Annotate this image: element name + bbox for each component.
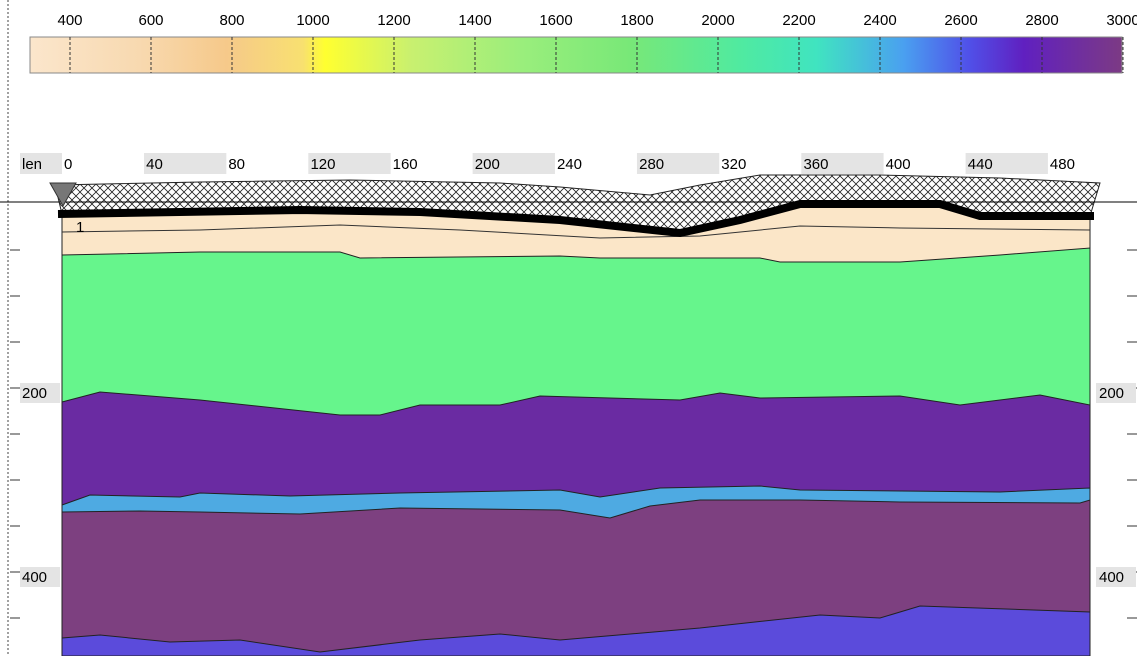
colorbar-tick-label: 800 bbox=[219, 12, 244, 29]
depth-tick-label: 400 bbox=[1099, 569, 1124, 586]
distance-tick-label: 80 bbox=[228, 156, 245, 173]
depth-tick-label: 200 bbox=[1099, 385, 1124, 402]
depth-tick-label: 200 bbox=[22, 385, 47, 402]
surface-line bbox=[57, 200, 1094, 238]
distance-tick-label: 400 bbox=[886, 156, 911, 173]
colorbar-tick-label: 2000 bbox=[701, 12, 734, 29]
distance-tick-label: 200 bbox=[475, 156, 500, 173]
layer-line bbox=[61, 224, 1091, 239]
colorbar-tick-label: 2800 bbox=[1025, 12, 1058, 29]
colorbar-tick-label: 1600 bbox=[539, 12, 572, 29]
depth-label-bg bbox=[20, 383, 60, 403]
distance-tick-label: 40 bbox=[146, 156, 163, 173]
colorbar-tick-label: 2400 bbox=[863, 12, 896, 29]
distance-tick-label: 480 bbox=[1050, 156, 1075, 173]
source-marker bbox=[49, 182, 77, 208]
ruler-segment bbox=[554, 153, 637, 174]
distance-tick-label: 280 bbox=[639, 156, 664, 173]
depth-tick-label: 400 bbox=[22, 569, 47, 586]
layer-label: 1 bbox=[76, 219, 84, 236]
ruler-segment bbox=[1047, 153, 1130, 174]
layers bbox=[54, 174, 1101, 657]
layer-violet bbox=[61, 605, 1091, 657]
distance-label: len bbox=[22, 156, 42, 173]
ruler-segment bbox=[390, 153, 473, 174]
colorbar-tick-label: 600 bbox=[138, 12, 163, 29]
colorbar-tick-label: 2200 bbox=[782, 12, 815, 29]
ruler-segment bbox=[62, 153, 144, 174]
distance-tick-label: 120 bbox=[310, 156, 335, 173]
distance-tick-label: 240 bbox=[557, 156, 582, 173]
ruler-segment bbox=[719, 153, 802, 174]
distance-tick-label: 440 bbox=[968, 156, 993, 173]
depth-label-bg bbox=[20, 567, 60, 587]
distance-tick-label: 320 bbox=[721, 156, 746, 173]
ruler-segment bbox=[883, 153, 966, 174]
distance-tick-label: 160 bbox=[393, 156, 418, 173]
colorbar bbox=[29, 36, 1123, 74]
colorbar-tick-label: 1400 bbox=[458, 12, 491, 29]
colorbar-tick-label: 2600 bbox=[944, 12, 977, 29]
colorbar-tick-label: 400 bbox=[57, 12, 82, 29]
colorbar-tick-label: 1800 bbox=[620, 12, 653, 29]
depth-label-bg bbox=[1096, 567, 1136, 587]
distance-tick-label: 0 bbox=[64, 156, 72, 173]
ruler-segment bbox=[226, 153, 309, 174]
colorbar-tick-label: 1200 bbox=[377, 12, 410, 29]
distance-tick-label: 360 bbox=[803, 156, 828, 173]
depth-label-bg bbox=[1096, 383, 1136, 403]
colorbar-tick-label: 3000 bbox=[1106, 12, 1137, 29]
colorbar-tick-label: 1000 bbox=[296, 12, 329, 29]
